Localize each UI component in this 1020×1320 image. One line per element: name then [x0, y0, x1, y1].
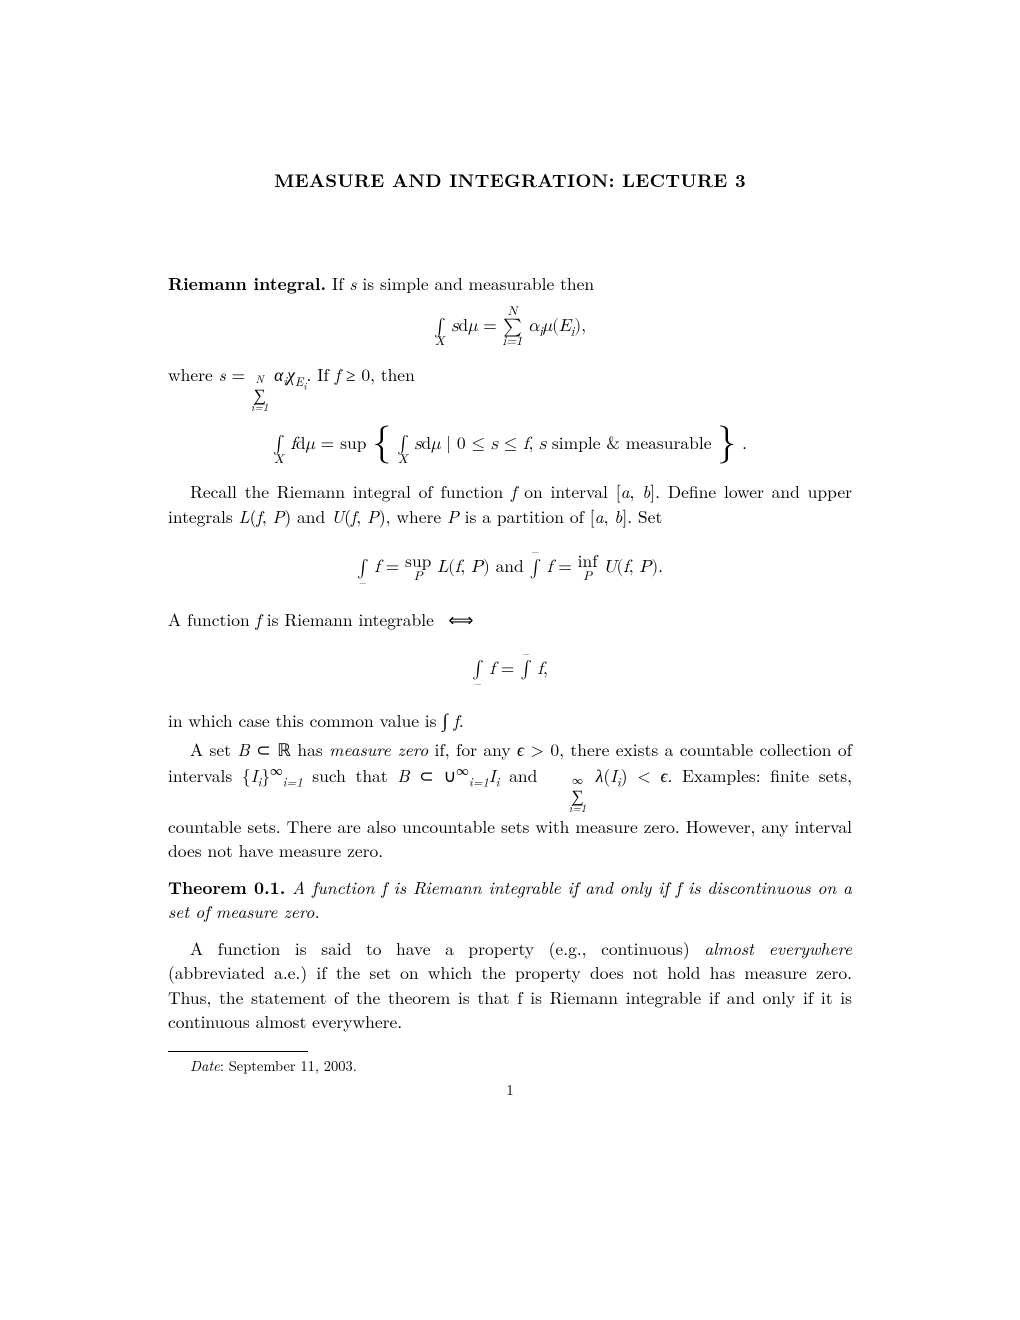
int-symbol: ∫ X: [434, 306, 446, 349]
footnote-text: : September 11, 2003.: [220, 1056, 357, 1076]
text-where: where s =: [168, 362, 251, 387]
eq-lower-eq-upper: ∫ – f = – ∫ f,: [168, 649, 852, 692]
para-common-value: in which case this common value is ∫ f.: [168, 707, 852, 734]
para-almost-everywhere: A function is said to have a property (e…: [168, 937, 852, 1035]
int-symbol-2: ∫ X: [273, 424, 285, 467]
section-head-riemann: Riemann integral.: [168, 271, 326, 296]
page: MEASURE AND INTEGRATION: LECTURE 3 Riema…: [0, 0, 1020, 1161]
page-number: 1: [168, 1080, 852, 1100]
sum-symbol: N ∑ i=1: [503, 306, 523, 349]
para-measure-zero: A set B ⊂ ℝ has measure zero if, for any…: [168, 738, 852, 864]
section-tail: If s is simple and measurable then: [326, 271, 594, 296]
footnote-label: Date: [190, 1056, 220, 1076]
eq-sup-integral: ∫ X fdμ = sup { ∫ X sdμ | 0 ≤ s ≤ f, s s…: [168, 424, 852, 467]
sum-inline-2: ∞ ∑ i=1: [547, 776, 586, 815]
theorem-0-1: Theorem 0.1. A function f is Riemann int…: [168, 876, 852, 925]
int-upper-2-icon: – ∫: [520, 649, 532, 692]
para-riemann-intro: Riemann integral. If s is simple and mea…: [168, 272, 852, 297]
text-ae-b: (abbreviated a.e.) if the set on which t…: [168, 960, 852, 1034]
inf-stack: inf P: [578, 554, 598, 584]
int-lower-2-icon: ∫ –: [472, 649, 484, 692]
term-measure-zero: measure zero: [329, 737, 428, 762]
eq-simple-integral: ∫ X sdμ = N ∑ i=1 αiμ(Ei),: [168, 306, 852, 349]
text-a-set: A set B ⊂: [190, 737, 277, 762]
para-recall: Recall the Riemann integral of function …: [168, 480, 852, 529]
para-where-s: where s = N ∑ i=1 αiχEi. If f ≥ 0, then: [168, 363, 852, 414]
eq-lower-upper: ∫ – f = sup P L(f, P) and – ∫ f = inf P …: [168, 547, 852, 590]
brace-right-icon: }: [717, 424, 736, 462]
sup-stack: sup P: [405, 554, 431, 584]
term-almost-everywhere: almost everywhere: [704, 936, 852, 961]
theorem-label: Theorem 0.1.: [168, 875, 285, 900]
blackboard-R: ℝ: [277, 740, 291, 760]
footnote-date: Date: September 11, 2003.: [168, 1056, 852, 1076]
footnote-rule: [168, 1051, 308, 1052]
int-lower-icon: ∫ –: [357, 547, 369, 590]
and-text: and: [496, 560, 530, 577]
int-upper-icon: – ∫: [530, 547, 542, 590]
int-symbol-3: ∫ X: [397, 424, 409, 467]
para-iff: A function f is Riemann integrable ⟺: [168, 608, 852, 633]
text-if-f-ge-0: . If f ≥ 0, then: [306, 362, 414, 387]
brace-left-icon: {: [372, 424, 391, 462]
sum-inline: N ∑ i=1: [251, 375, 268, 414]
text-ae-a: A function is said to have a property (e…: [190, 936, 704, 961]
page-title: MEASURE AND INTEGRATION: LECTURE 3: [168, 168, 852, 194]
